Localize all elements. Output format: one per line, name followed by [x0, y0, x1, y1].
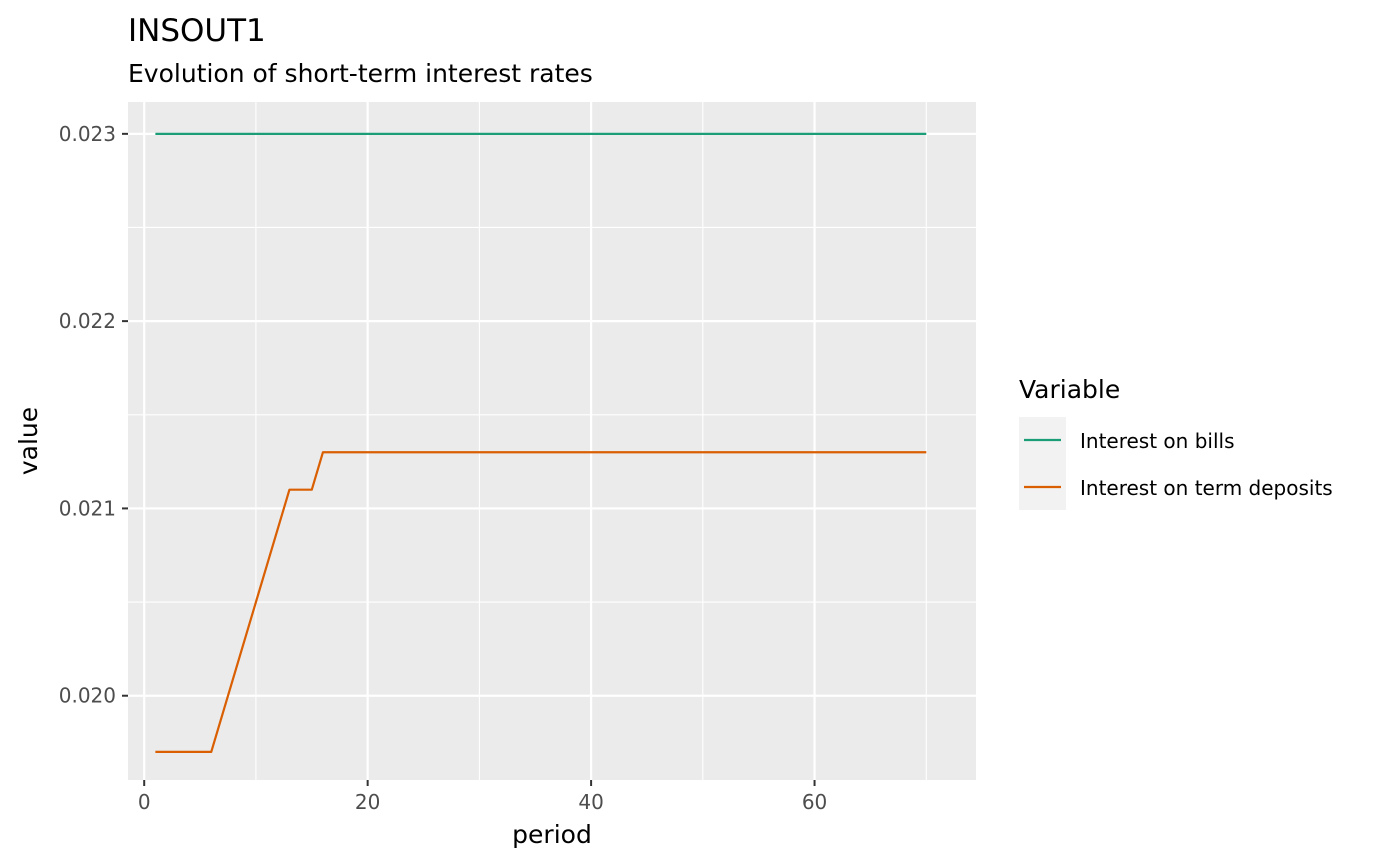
axis-ticks [122, 132, 816, 786]
plot-panel [128, 102, 976, 780]
legend-items: Interest on bills Interest on term deposi… [1024, 429, 1333, 500]
y-tick-label: 0.022 [59, 309, 116, 333]
x-tick-label: 40 [578, 790, 603, 814]
chart-title: INSOUT1 [128, 13, 266, 49]
series-line-2 [155, 451, 927, 754]
y-tick-label: 0.020 [59, 684, 116, 708]
legend: Variable Interest on bills Interest on te… [1019, 375, 1333, 510]
legend-title: Variable [1019, 375, 1120, 404]
x-axis-title: period [512, 820, 592, 849]
chart-subtitle: Evolution of short-term interest rates [128, 59, 593, 88]
y-tick-label: 0.021 [59, 496, 116, 520]
series-layer [155, 132, 927, 754]
y-tick-label: 0.023 [59, 122, 116, 146]
x-tick-label: 60 [802, 790, 827, 814]
x-tick-label: 20 [355, 790, 380, 814]
grid-minor [128, 102, 976, 780]
y-axis-title: value [14, 407, 43, 475]
x-tick-label: 0 [138, 790, 151, 814]
legend-key-background [1019, 417, 1066, 510]
tick-labels: 0 20 40 60 0.020 0.021 0.022 0.023 [59, 122, 828, 814]
legend-label-1: Interest on bills [1080, 429, 1234, 453]
legend-label-2: Interest on term deposits [1080, 476, 1333, 500]
